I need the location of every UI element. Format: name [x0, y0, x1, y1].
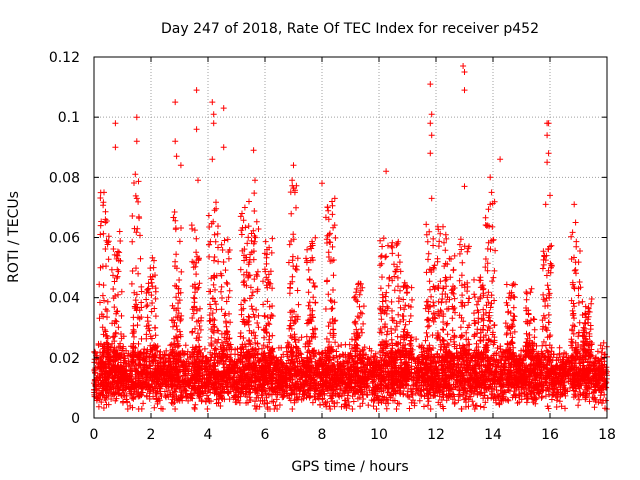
data-point [496, 392, 503, 399]
data-point [370, 398, 377, 404]
data-point [182, 342, 189, 349]
data-point [232, 399, 239, 406]
data-point [379, 393, 386, 400]
data-point [349, 406, 356, 412]
data-point [274, 406, 281, 412]
data-point [471, 406, 478, 412]
data-point [370, 403, 377, 410]
data-point [350, 398, 357, 405]
data-point [413, 336, 420, 343]
data-point [204, 406, 211, 412]
data-point [597, 342, 604, 349]
data-point [289, 406, 296, 412]
data-point [302, 343, 309, 350]
data-point [576, 396, 583, 403]
data-point [124, 406, 131, 412]
data-point [496, 401, 503, 408]
data-point [591, 404, 598, 411]
data-point [168, 399, 175, 406]
data-point [542, 393, 549, 400]
data-point [481, 392, 488, 399]
data-point [383, 405, 390, 412]
data-point [365, 402, 372, 409]
grid-lines [94, 57, 607, 418]
data-point [421, 403, 427, 410]
data-point [138, 405, 145, 412]
data-point [337, 353, 343, 360]
data-point [182, 387, 189, 394]
data-point [360, 396, 367, 402]
data-point [557, 384, 564, 391]
data-point [295, 337, 302, 344]
data-point [192, 401, 199, 408]
data-point [236, 399, 243, 406]
data-point [255, 345, 262, 352]
data-point [324, 398, 331, 405]
data-point [207, 349, 214, 356]
data-point [273, 396, 280, 403]
data-point [416, 397, 423, 404]
data-point [548, 362, 555, 369]
data-point [523, 399, 530, 406]
data-point [291, 391, 298, 398]
data-point [455, 397, 462, 404]
data-point [553, 404, 560, 410]
data-point [201, 345, 208, 352]
data-point [127, 390, 134, 397]
data-point [349, 393, 356, 400]
data-point [275, 344, 282, 351]
data-point [505, 397, 512, 404]
data-point [326, 403, 333, 409]
data-point [172, 406, 179, 412]
data-point [477, 403, 484, 410]
data-point [219, 339, 225, 346]
data-point [335, 343, 342, 350]
data-point [253, 406, 259, 412]
data-points [91, 63, 610, 412]
data-point [560, 353, 567, 360]
data-point [354, 395, 361, 402]
data-point [129, 404, 136, 411]
data-point [256, 358, 263, 364]
data-point [393, 406, 400, 412]
data-point [408, 373, 415, 380]
data-point [400, 391, 407, 398]
data-point [482, 399, 489, 406]
data-point [151, 404, 158, 411]
data-point [586, 398, 593, 405]
data-point [140, 400, 147, 407]
data-point [539, 393, 546, 400]
data-point [203, 392, 210, 399]
data-point [440, 391, 446, 398]
data-point [226, 396, 233, 403]
data-point [481, 404, 487, 411]
data-point [373, 406, 380, 412]
data-point [191, 404, 198, 411]
data-point [298, 334, 305, 341]
data-point [556, 398, 563, 405]
data-point [333, 348, 340, 355]
data-point [307, 392, 314, 399]
data-point [575, 402, 582, 409]
data-point [427, 406, 434, 412]
data-point [406, 405, 413, 412]
data-point [477, 390, 484, 397]
data-point [553, 397, 560, 404]
data-point [493, 387, 500, 393]
data-point [424, 402, 431, 409]
data-point [560, 383, 567, 390]
